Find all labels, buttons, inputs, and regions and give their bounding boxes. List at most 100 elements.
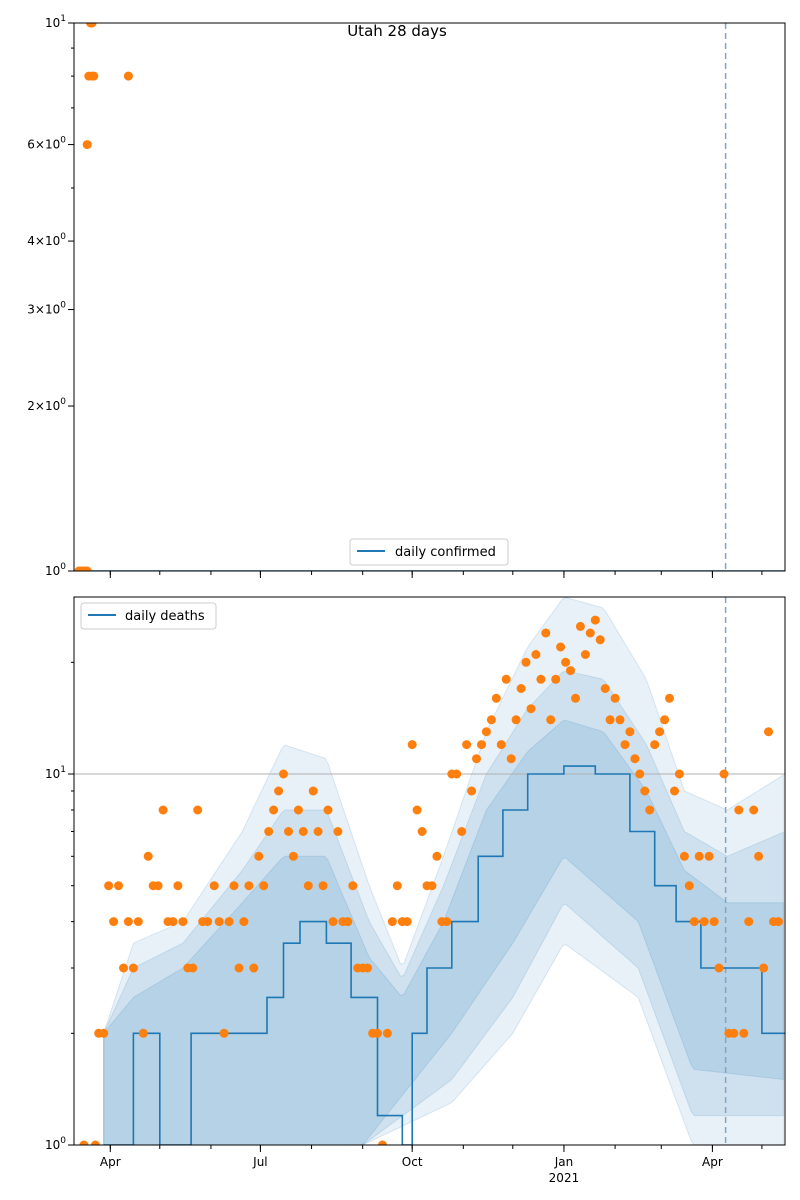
data-point <box>407 740 417 750</box>
data-point <box>143 851 153 861</box>
y-tick-label: 2×100 <box>27 397 66 413</box>
data-point <box>506 754 516 764</box>
data-point <box>138 1028 148 1038</box>
y-tick-label: 3×100 <box>27 301 66 317</box>
data-point <box>114 881 123 891</box>
data-point <box>749 805 759 815</box>
data-point <box>378 1140 387 1145</box>
data-point <box>432 851 442 861</box>
data-point <box>82 140 92 150</box>
y-tick-label: 6×100 <box>27 136 66 152</box>
data-point <box>244 881 254 891</box>
data-point <box>239 917 249 927</box>
data-point <box>734 805 744 815</box>
data-point <box>224 917 234 927</box>
data-point <box>168 917 178 927</box>
data-point <box>264 827 274 836</box>
x-tick-label: Jul <box>252 1155 267 1169</box>
plot-area <box>74 23 785 571</box>
legend-box <box>80 602 217 630</box>
data-point <box>615 715 625 725</box>
data-point <box>541 628 551 638</box>
legend-label-daily-deaths: daily deaths <box>125 609 205 624</box>
data-point <box>387 917 397 927</box>
data-point <box>595 635 605 645</box>
data-point <box>719 769 729 779</box>
data-point <box>699 917 709 927</box>
data-point <box>249 963 259 973</box>
data-point <box>87 23 97 28</box>
data-point <box>412 805 422 815</box>
data-point <box>516 684 526 693</box>
data-point <box>259 881 269 891</box>
legend-label-daily-confirmed: daily confirmed <box>395 545 496 560</box>
data-point <box>491 693 501 703</box>
data-point <box>531 650 541 659</box>
confirmed-plot-frame <box>73 22 786 572</box>
data-point <box>348 881 358 891</box>
data-point <box>188 963 198 973</box>
y-tick-label: 100 <box>45 1136 66 1152</box>
data-point <box>744 917 754 927</box>
deaths-plot: 100 101 Apr Jul Oct Jan 2021 Apr <box>45 596 786 1185</box>
data-point <box>486 715 496 725</box>
plot-area <box>74 597 785 1145</box>
data-point <box>575 621 585 631</box>
data-point <box>203 917 213 927</box>
data-point <box>551 674 561 684</box>
data-point <box>254 851 264 861</box>
data-point <box>82 566 92 571</box>
data-point <box>773 917 783 927</box>
data-point <box>323 805 333 815</box>
data-point <box>99 1028 109 1038</box>
series-line-daily-deaths <box>103 765 785 1145</box>
data-point <box>128 963 138 973</box>
data-point <box>467 786 477 796</box>
data-point <box>193 805 203 815</box>
chart-title: Utah 28 days <box>347 22 447 40</box>
data-point <box>665 693 674 703</box>
data-point <box>288 851 298 861</box>
data-point <box>328 917 338 927</box>
data-point <box>704 851 714 861</box>
data-point <box>689 917 699 927</box>
data-point <box>481 727 491 737</box>
uncertainty-band <box>103 719 784 1145</box>
data-point <box>303 881 313 891</box>
data-point <box>739 1028 749 1038</box>
data-point <box>318 881 328 891</box>
x-tick-label: Apr <box>100 1155 121 1169</box>
confirmed-legend: daily confirmed <box>349 538 509 566</box>
data-point <box>694 851 704 861</box>
data-point <box>234 963 244 973</box>
data-point <box>274 786 284 796</box>
data-point <box>759 963 769 973</box>
data-point <box>590 615 600 625</box>
data-point <box>89 71 99 81</box>
data-point <box>214 917 224 927</box>
data-point <box>625 727 635 737</box>
data-point <box>279 769 288 779</box>
x-tick-sublabel: 2021 <box>549 1171 580 1185</box>
data-point <box>392 881 402 891</box>
data-point <box>313 827 323 836</box>
data-point <box>729 1028 739 1038</box>
data-point <box>571 693 580 703</box>
data-point <box>298 827 308 836</box>
data-point <box>293 805 303 815</box>
data-point <box>674 769 684 779</box>
y-tick-label: 101 <box>45 14 66 30</box>
data-point <box>580 650 590 659</box>
data-point <box>472 754 481 764</box>
x-tick-label: Apr <box>702 1155 723 1169</box>
data-point <box>417 827 427 836</box>
data-point <box>635 769 645 779</box>
data-point <box>496 740 506 750</box>
data-point <box>333 827 343 836</box>
data-point <box>670 786 679 796</box>
deaths-plot-frame <box>73 596 786 1146</box>
data-point <box>754 851 764 861</box>
data-point <box>123 917 133 927</box>
